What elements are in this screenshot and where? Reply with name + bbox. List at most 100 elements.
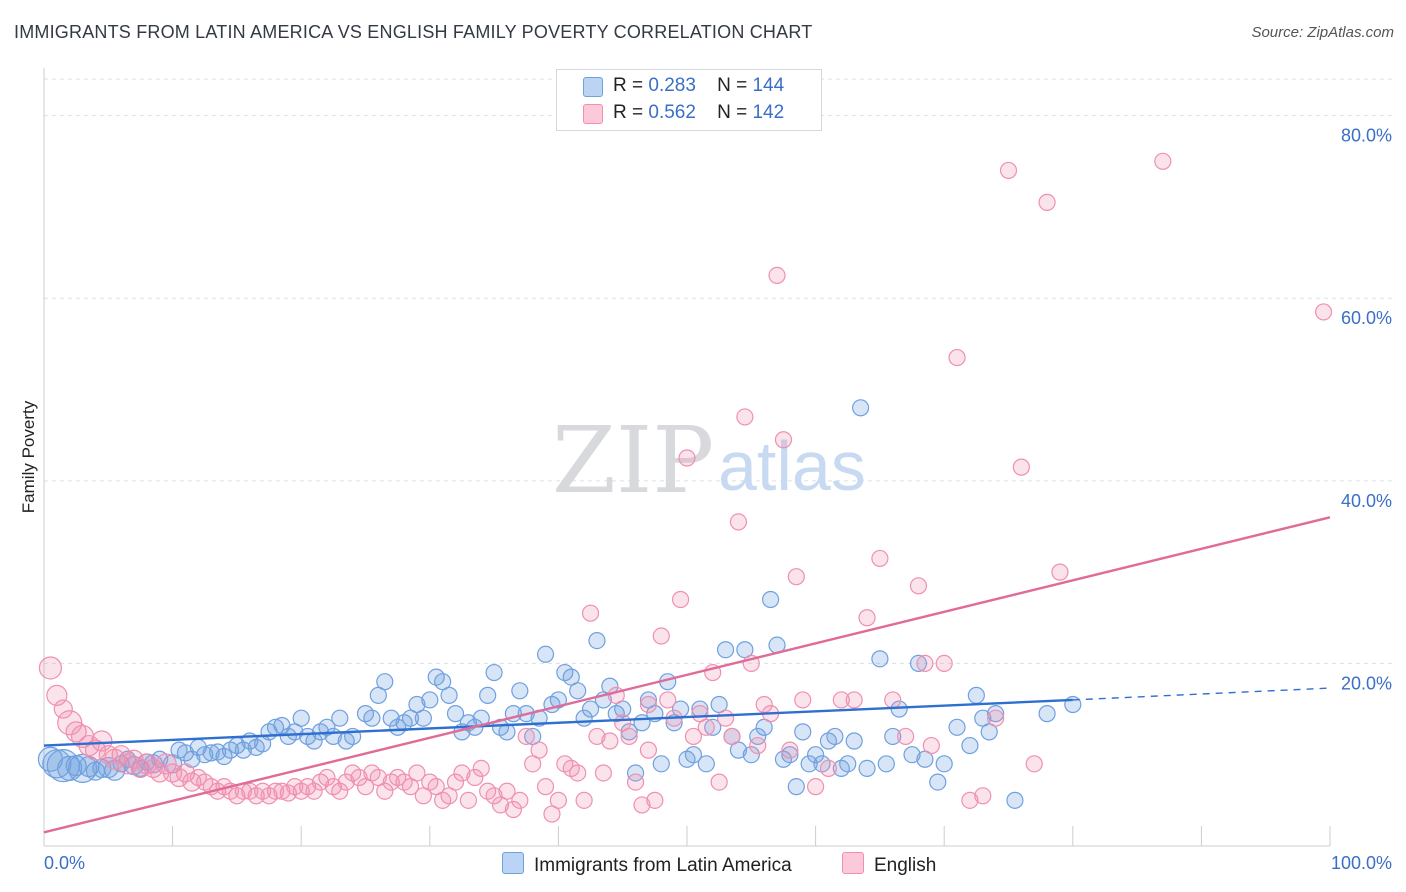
legend-n-value-immigrants: 144 [752, 75, 785, 96]
data-point [1154, 152, 1172, 170]
data-point [626, 773, 645, 791]
data-point [761, 590, 780, 609]
data-point [601, 732, 619, 750]
data-point [716, 641, 735, 659]
data-point [1051, 563, 1069, 581]
data-point [318, 768, 336, 787]
data-point [871, 549, 889, 568]
data-point [704, 718, 722, 736]
series-english-points [38, 152, 1333, 823]
data-point [697, 755, 715, 773]
data-point [446, 773, 465, 791]
data-point [999, 161, 1018, 180]
data-point [421, 691, 439, 709]
data-point [376, 673, 394, 691]
data-point [350, 768, 368, 787]
y-tick-label: 40.0% [1341, 491, 1392, 511]
data-point [839, 755, 857, 773]
data-point [1012, 458, 1030, 476]
data-point [639, 695, 658, 714]
chart-title: IMMIGRANTS FROM LATIN AMERICA VS ENGLISH… [14, 22, 813, 42]
data-point [948, 718, 966, 736]
data-point [414, 709, 432, 727]
grid-lines [44, 78, 1392, 664]
data-point [871, 650, 889, 668]
data-point [819, 759, 838, 778]
legend-r-label: R = [613, 102, 644, 123]
legend-n-label: N = [717, 75, 748, 96]
y-tick-label: 60.0% [1341, 308, 1392, 328]
legend-n-value-english: 142 [752, 102, 785, 123]
data-point [909, 654, 928, 673]
y-tick-label: 20.0% [1341, 673, 1392, 693]
data-point [794, 723, 812, 741]
data-point [459, 791, 477, 809]
data-point [961, 791, 979, 809]
x-tick-label: 100.0% [1331, 853, 1392, 873]
data-point [684, 727, 703, 746]
data-point [234, 741, 252, 759]
data-point [408, 764, 426, 782]
legend-swatch-immigrants [583, 77, 603, 97]
data-point [1314, 303, 1333, 321]
data-point [549, 691, 568, 709]
data-point [659, 691, 677, 709]
data-point [1025, 755, 1043, 773]
data-point [38, 656, 63, 680]
data-point [877, 755, 895, 773]
data-point [155, 753, 177, 775]
legend-n-label: N = [717, 102, 748, 123]
data-point [858, 759, 876, 778]
data-point [517, 727, 535, 746]
data-point [794, 691, 812, 709]
data-point [446, 705, 465, 723]
data-point [1038, 193, 1056, 211]
data-point [916, 654, 934, 673]
data-point [382, 709, 400, 727]
y-axis-label: Family Poverty [19, 400, 38, 513]
data-point [897, 727, 915, 746]
data-point [806, 778, 825, 796]
legend-r-label: R = [613, 75, 644, 96]
data-point [852, 399, 870, 417]
data-point [652, 755, 670, 773]
data-point [1064, 695, 1082, 714]
trend-line [43, 516, 1331, 834]
data-point [292, 709, 310, 727]
legend: R = 0.283 N = 144 R = 0.562 N = 142 [556, 69, 822, 131]
legend-swatch-english [583, 104, 603, 124]
data-point [581, 700, 600, 718]
data-point [633, 796, 651, 814]
legend-r-value-immigrants: 0.283 [648, 75, 696, 96]
data-point [697, 718, 715, 736]
bottom-legend-swatch-english [842, 852, 864, 874]
data-point [646, 791, 664, 809]
data-point [678, 449, 696, 467]
bottom-legend-swatch-immigrants [502, 852, 524, 874]
data-point [961, 736, 979, 755]
data-point [826, 727, 844, 746]
data-point [967, 686, 985, 704]
data-point [440, 686, 458, 704]
source-label: Source: ZipAtlas.com [1251, 24, 1394, 41]
data-point [511, 791, 529, 809]
data-point [53, 699, 73, 719]
data-point [858, 609, 876, 627]
bottom-legend-immigrants: Immigrants from Latin America [502, 852, 792, 877]
data-point [472, 759, 490, 778]
data-point [710, 773, 728, 791]
data-point [884, 727, 902, 746]
data-point [845, 732, 863, 750]
data-point [331, 782, 349, 800]
data-point [176, 744, 195, 762]
data-point [318, 718, 336, 736]
data-point [832, 691, 850, 709]
bottom-legend-english: English [842, 852, 936, 877]
data-point [337, 773, 355, 791]
data-point [215, 747, 233, 766]
data-point [909, 577, 928, 595]
data-point [536, 778, 555, 796]
data-point [67, 753, 98, 784]
data-point [453, 764, 471, 782]
data-point [1006, 791, 1024, 809]
